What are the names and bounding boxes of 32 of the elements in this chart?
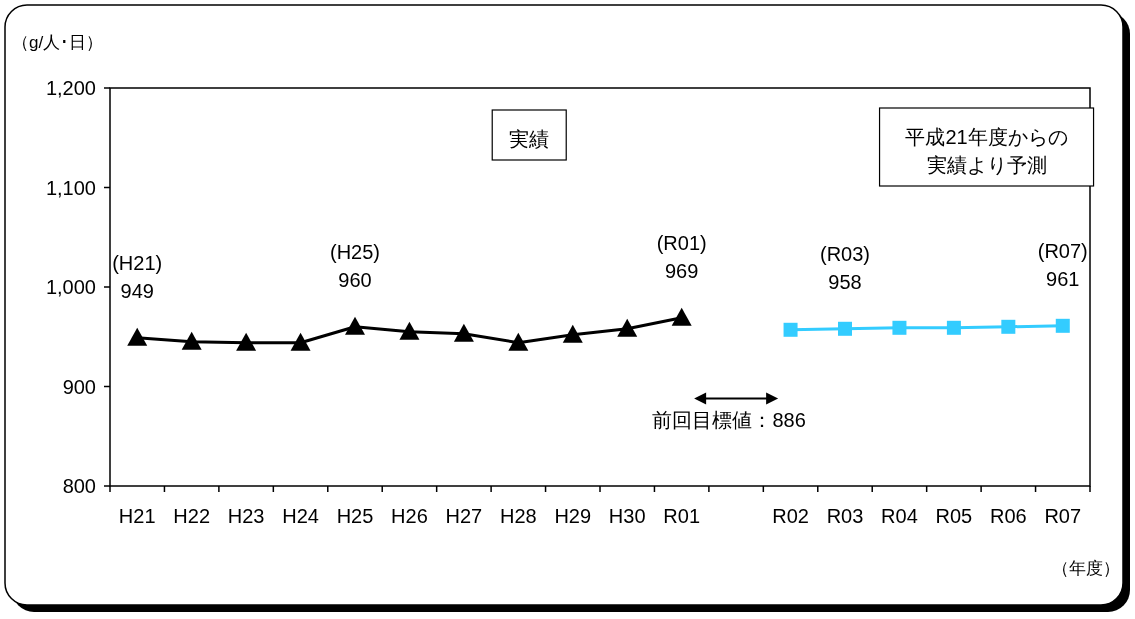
x-tick-label: R07 (1044, 505, 1082, 527)
y-tick-label: 1,000 (45, 276, 96, 298)
y-tick-label: 1,100 (45, 176, 96, 199)
x-tick-label: H27 (445, 505, 483, 527)
data-label: (R01) 969 (656, 231, 707, 282)
x-tick-label: H21 (118, 505, 156, 527)
x-tick-label: R02 (772, 505, 809, 527)
data-label: (R03) 958 (819, 242, 871, 293)
y-axis-title: （g/人･日） (12, 33, 104, 52)
annotation: 前回目標値：886 (652, 409, 806, 432)
x-tick-label: H22 (173, 505, 211, 527)
data-label: (H21) 949 (112, 251, 163, 302)
y-tick-label: 800 (62, 475, 96, 497)
x-tick-label: H26 (391, 505, 428, 527)
annotation: 平成21年度からの実績より予測 (905, 126, 1068, 176)
x-tick-label: R01 (663, 505, 701, 527)
x-tick-label: H23 (227, 505, 265, 527)
x-axis-title: （年度） (1052, 559, 1120, 578)
x-tick-label: R05 (935, 505, 973, 527)
data-label: (H25) 960 (329, 240, 381, 291)
x-tick-label: H30 (608, 505, 646, 527)
x-tick-label: R06 (989, 505, 1027, 527)
x-tick-label: H24 (282, 505, 319, 527)
x-tick-label: H29 (554, 505, 592, 527)
x-tick-label: H25 (336, 505, 374, 527)
y-tick-label: 1,200 (45, 77, 96, 99)
data-label: (R07) 961 (1037, 239, 1088, 290)
x-tick-label: H28 (499, 505, 537, 527)
y-tick-label: 900 (62, 375, 96, 398)
x-tick-label: R04 (881, 505, 918, 527)
x-tick-label: R03 (826, 505, 864, 527)
annotation: 実績 (509, 128, 550, 150)
